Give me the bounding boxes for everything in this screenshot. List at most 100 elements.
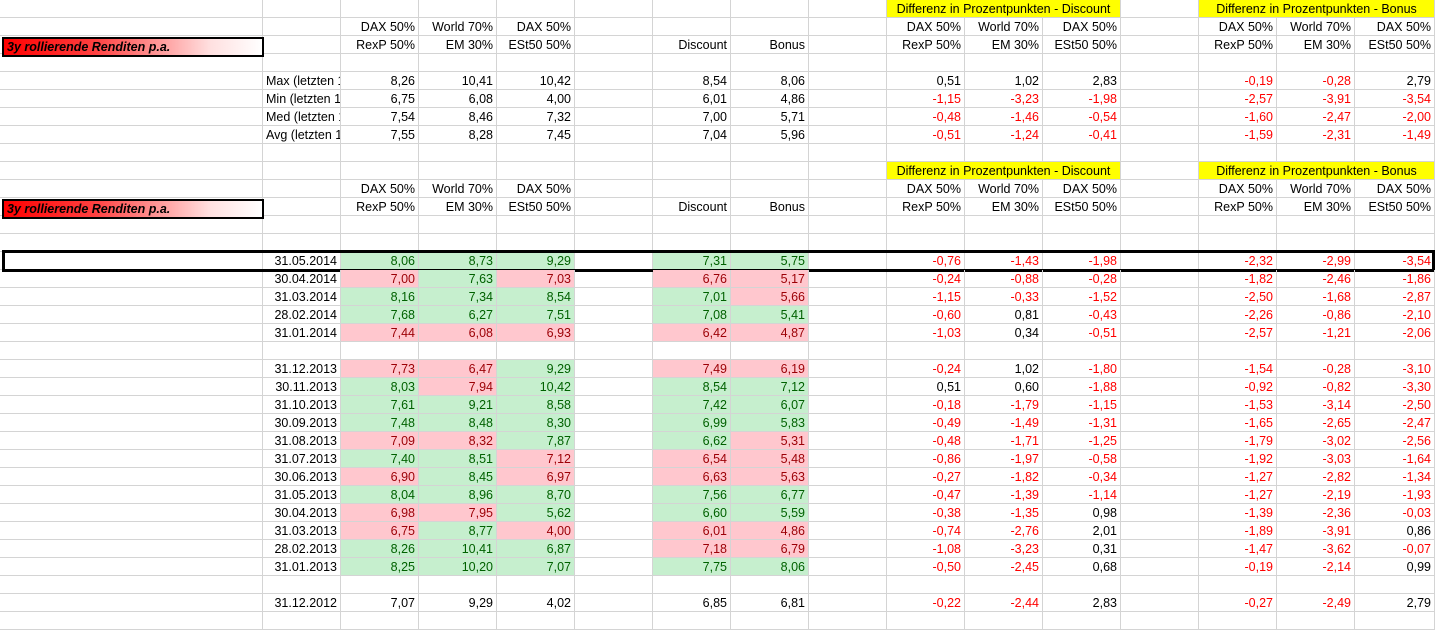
value-cell[interactable]: 7,12	[497, 450, 575, 468]
summary-value[interactable]: 10,41	[419, 72, 497, 90]
empty-cell[interactable]	[0, 558, 263, 576]
value-cell[interactable]: 5,63	[731, 468, 809, 486]
empty-cell[interactable]	[1043, 144, 1121, 162]
value-cell[interactable]: 8,06	[341, 252, 419, 270]
value-cell[interactable]: 8,70	[497, 486, 575, 504]
value-cell[interactable]: 7,03	[497, 270, 575, 288]
empty-cell[interactable]	[1121, 360, 1199, 378]
summary-value[interactable]: -1,15	[887, 90, 965, 108]
column-header-top[interactable]: DAX 50%	[1199, 180, 1277, 198]
summary-value[interactable]: -3,91	[1277, 90, 1355, 108]
empty-cell[interactable]	[965, 234, 1043, 252]
value-cell[interactable]: 7,42	[653, 396, 731, 414]
empty-cell[interactable]	[341, 612, 419, 630]
value-cell[interactable]: -2,14	[1277, 558, 1355, 576]
empty-cell[interactable]	[0, 432, 263, 450]
value-cell[interactable]: 8,04	[341, 486, 419, 504]
value-cell[interactable]: 8,54	[497, 288, 575, 306]
empty-cell[interactable]	[575, 594, 653, 612]
value-cell[interactable]: -0,58	[1043, 450, 1121, 468]
empty-cell[interactable]	[809, 522, 887, 540]
value-cell[interactable]: -0,18	[887, 396, 965, 414]
value-cell[interactable]	[731, 342, 809, 360]
date-cell[interactable]: 31.03.2014	[263, 288, 341, 306]
date-cell[interactable]: 31.12.2012	[263, 594, 341, 612]
value-cell[interactable]: 7,00	[341, 270, 419, 288]
column-header-top[interactable]: DAX 50%	[1355, 180, 1435, 198]
value-cell[interactable]: 2,01	[1043, 522, 1121, 540]
column-header-top[interactable]: World 70%	[965, 180, 1043, 198]
empty-cell[interactable]	[653, 216, 731, 234]
date-cell[interactable]: 31.03.2013	[263, 522, 341, 540]
value-cell[interactable]	[1277, 342, 1355, 360]
value-cell[interactable]: -2,47	[1355, 414, 1435, 432]
value-cell[interactable]: -2,50	[1355, 396, 1435, 414]
summary-value[interactable]: 6,01	[653, 90, 731, 108]
value-cell[interactable]: -0,82	[1277, 378, 1355, 396]
empty-cell[interactable]	[809, 504, 887, 522]
empty-cell[interactable]	[1121, 234, 1199, 252]
value-cell[interactable]: -0,86	[887, 450, 965, 468]
value-cell[interactable]: 0,51	[887, 378, 965, 396]
empty-cell[interactable]	[575, 144, 653, 162]
empty-cell[interactable]	[0, 0, 263, 18]
value-cell[interactable]: -1,49	[965, 414, 1043, 432]
empty-cell[interactable]	[1121, 558, 1199, 576]
empty-cell[interactable]	[419, 54, 497, 72]
value-cell[interactable]: -2,65	[1277, 414, 1355, 432]
empty-cell[interactable]	[263, 0, 341, 18]
empty-cell[interactable]	[341, 216, 419, 234]
empty-cell[interactable]	[263, 234, 341, 252]
summary-label[interactable]: Avg (letzten 18m)	[263, 126, 341, 144]
column-header-bottom[interactable]: Bonus	[731, 36, 809, 54]
empty-cell[interactable]	[263, 198, 341, 216]
value-cell[interactable]: -2,06	[1355, 324, 1435, 342]
empty-cell[interactable]	[809, 162, 887, 180]
empty-cell[interactable]	[1121, 594, 1199, 612]
value-cell[interactable]: 8,58	[497, 396, 575, 414]
value-cell[interactable]: -1,82	[1199, 270, 1277, 288]
empty-cell[interactable]	[263, 144, 341, 162]
column-header-top[interactable]: DAX 50%	[1043, 180, 1121, 198]
summary-value[interactable]: -1,60	[1199, 108, 1277, 126]
value-cell[interactable]	[1277, 576, 1355, 594]
empty-cell[interactable]	[575, 576, 653, 594]
empty-cell[interactable]	[1121, 504, 1199, 522]
empty-cell[interactable]	[1199, 54, 1277, 72]
value-cell[interactable]: -0,92	[1199, 378, 1277, 396]
summary-value[interactable]: 7,54	[341, 108, 419, 126]
summary-value[interactable]: -2,47	[1277, 108, 1355, 126]
value-cell[interactable]	[419, 576, 497, 594]
value-cell[interactable]: -0,27	[1199, 594, 1277, 612]
value-cell[interactable]: -0,50	[887, 558, 965, 576]
value-cell[interactable]: 8,25	[341, 558, 419, 576]
value-cell[interactable]: -3,30	[1355, 378, 1435, 396]
empty-cell[interactable]	[965, 144, 1043, 162]
column-header-bottom[interactable]: ESt50 50%	[1355, 36, 1435, 54]
empty-cell[interactable]	[809, 18, 887, 36]
empty-cell[interactable]	[575, 306, 653, 324]
summary-value[interactable]: 7,45	[497, 126, 575, 144]
column-header-bottom[interactable]: RexP 50%	[887, 198, 965, 216]
empty-cell[interactable]	[1121, 126, 1199, 144]
empty-cell[interactable]	[263, 54, 341, 72]
value-cell[interactable]: 9,29	[419, 594, 497, 612]
value-cell[interactable]	[887, 576, 965, 594]
empty-cell[interactable]	[419, 234, 497, 252]
value-cell[interactable]: 6,85	[653, 594, 731, 612]
value-cell[interactable]: 4,00	[497, 522, 575, 540]
value-cell[interactable]: 5,17	[731, 270, 809, 288]
empty-cell[interactable]	[341, 0, 419, 18]
column-header-bottom[interactable]: ESt50 50%	[1043, 36, 1121, 54]
empty-cell[interactable]	[0, 486, 263, 504]
value-cell[interactable]: -0,33	[965, 288, 1043, 306]
value-cell[interactable]	[965, 576, 1043, 594]
empty-cell[interactable]	[341, 234, 419, 252]
value-cell[interactable]	[965, 342, 1043, 360]
value-cell[interactable]: 7,31	[653, 252, 731, 270]
summary-value[interactable]: -1,46	[965, 108, 1043, 126]
value-cell[interactable]: 4,87	[731, 324, 809, 342]
value-cell[interactable]: -0,28	[1277, 360, 1355, 378]
value-cell[interactable]: -1,43	[965, 252, 1043, 270]
empty-cell[interactable]	[0, 522, 263, 540]
